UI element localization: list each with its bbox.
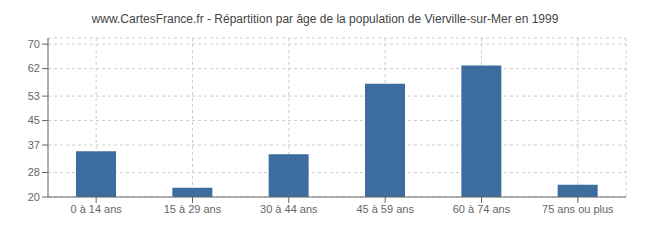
svg-text:60 à 74 ans: 60 à 74 ans bbox=[453, 203, 511, 215]
html-text:www.CartesFrance.fr - Répartit: www.CartesFrance.fr - Répartition par âg… bbox=[91, 12, 559, 26]
svg-text:15 à 29 ans: 15 à 29 ans bbox=[164, 203, 222, 215]
svg-text:37: 37 bbox=[28, 139, 40, 151]
svg-text:45 à 59 ans: 45 à 59 ans bbox=[356, 203, 414, 215]
svg-text:75 ans ou plus: 75 ans ou plus bbox=[542, 203, 614, 215]
svg-text:28: 28 bbox=[28, 166, 40, 178]
svg-text:70: 70 bbox=[28, 38, 40, 50]
svg-text:20: 20 bbox=[28, 191, 40, 203]
svg-text:53: 53 bbox=[28, 90, 40, 102]
svg-text:45: 45 bbox=[28, 114, 40, 126]
svg-text:30 à 44 ans: 30 à 44 ans bbox=[260, 203, 318, 215]
svg-text:0 à 14 ans: 0 à 14 ans bbox=[70, 203, 122, 215]
svg-text:62: 62 bbox=[28, 62, 40, 74]
